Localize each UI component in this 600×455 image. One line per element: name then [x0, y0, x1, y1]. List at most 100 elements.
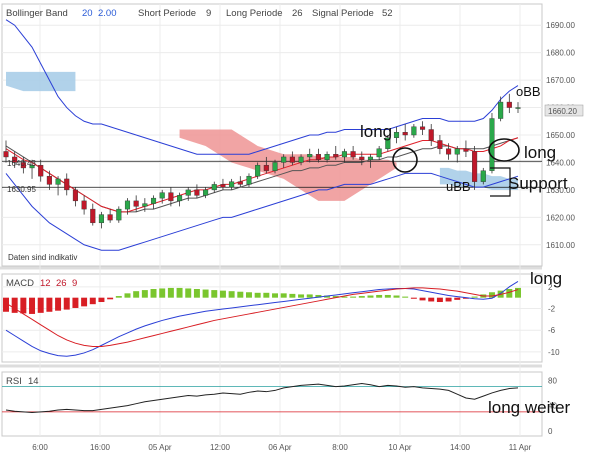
- grid-lines: [2, 4, 542, 436]
- macd-histogram-bar: [176, 287, 183, 298]
- candle-body: [272, 162, 278, 171]
- candle-body: [64, 178, 70, 191]
- candle-body: [177, 195, 183, 202]
- macd-histogram-bar: [350, 296, 357, 298]
- current-price-tag: 1660.20: [548, 107, 577, 116]
- macd-histogram-bar: [37, 297, 44, 313]
- signal-line: [5, 287, 519, 347]
- candle-body: [194, 189, 200, 196]
- macd-histogram-bar: [11, 297, 18, 313]
- x-tick-label: 6:00: [32, 443, 48, 452]
- candle-body: [263, 164, 269, 171]
- macd-label: MACD: [6, 278, 34, 289]
- macd-histogram-bar: [202, 289, 209, 298]
- macd-histogram-bar: [341, 296, 348, 298]
- macd-histogram-bar: [454, 297, 461, 300]
- macd-histogram-bar: [219, 290, 226, 298]
- macd-histogram-bar: [29, 297, 36, 314]
- macd-histogram-bar: [124, 293, 131, 298]
- x-tick-label: 10 Apr: [388, 443, 411, 452]
- candle-body: [38, 164, 44, 177]
- x-tick-label: 8:00: [332, 443, 348, 452]
- candle-body: [437, 140, 443, 149]
- macd-histogram-bar: [436, 297, 443, 303]
- macd-histogram-bar: [506, 289, 513, 298]
- candle-body: [124, 200, 131, 210]
- candle-body: [454, 148, 460, 155]
- x-tick-label: 06 Apr: [268, 443, 291, 452]
- macd-histogram-bar: [98, 297, 105, 303]
- price-tick-label: 1630.00: [546, 186, 575, 195]
- candle-body: [359, 156, 365, 160]
- rsi-tick-label: 0: [548, 427, 553, 436]
- candle-body: [367, 156, 374, 160]
- macd-tick-label: -10: [548, 348, 560, 357]
- macd-histogram-bar: [81, 297, 88, 307]
- candle-body: [98, 214, 105, 224]
- current-price-tag-bg: [544, 104, 584, 117]
- price-tick-label: 1650.00: [546, 131, 575, 140]
- macd-histogram-bar: [63, 297, 70, 310]
- macd-histogram-bar: [263, 292, 270, 298]
- candle-body: [229, 181, 235, 188]
- rsi-tick-label: 40: [548, 402, 557, 411]
- candle-body: [90, 208, 96, 224]
- kumo-bear: [179, 129, 397, 201]
- annotation-long-1: long: [360, 122, 392, 141]
- candle-body: [133, 200, 139, 207]
- annotation-support: Support: [508, 174, 568, 193]
- candle-body: [46, 175, 52, 185]
- macd-histogram-bar: [315, 294, 322, 298]
- horizontal-levels: [2, 160, 542, 188]
- macd-histogram-bar: [306, 294, 313, 298]
- candle-body: [428, 129, 434, 141]
- candle-body: [515, 107, 521, 109]
- macd-histogram-bar: [159, 288, 166, 298]
- long-period-value: 26: [292, 8, 303, 19]
- annotation-long-3: long: [530, 269, 562, 288]
- candle-body: [307, 154, 313, 158]
- macd-histogram-bar: [55, 297, 62, 311]
- macd-histogram-bar: [410, 297, 417, 299]
- macd-line: [5, 280, 519, 357]
- macd-tick-label: -2: [548, 305, 556, 314]
- rsi-param: 14: [28, 376, 39, 387]
- candle-body: [498, 101, 504, 119]
- macd-histogram-bar: [89, 297, 96, 305]
- candle-body: [341, 151, 347, 158]
- price-tick-label: 1610.00: [546, 241, 575, 250]
- annotations: oBB long long uBB Support long long weit…: [360, 84, 571, 417]
- macd-histogram-bar: [384, 294, 391, 298]
- macd-histogram-bar: [428, 297, 435, 302]
- macd-histogram-bar: [488, 292, 495, 298]
- macd-histogram-bar: [462, 297, 469, 299]
- candle-body: [350, 151, 356, 158]
- candle-body: [411, 126, 417, 136]
- macd-histogram-bar: [133, 291, 140, 298]
- candle-body: [333, 154, 339, 158]
- candle-body: [246, 175, 252, 185]
- kumo-bull: [439, 167, 518, 190]
- macd-histogram-bar: [245, 292, 252, 298]
- macd-histogram-bar: [141, 290, 148, 298]
- macd-histogram-bar: [228, 291, 235, 298]
- kumo-bull-left: [6, 71, 76, 92]
- macd-histogram-bar: [324, 295, 331, 298]
- candle-body: [472, 151, 478, 182]
- candle-body: [480, 170, 486, 182]
- annotation-circle-2: [488, 138, 520, 162]
- candle-body: [419, 126, 426, 130]
- price-tick-label: 1620.00: [546, 213, 575, 222]
- rsi-label: RSI: [6, 376, 22, 387]
- signal-period-value: 52: [382, 8, 393, 19]
- macd-histogram-bar: [254, 292, 261, 298]
- macd-histogram-bar: [280, 293, 287, 298]
- candle-body: [12, 156, 18, 163]
- indicator-lines: [5, 19, 519, 251]
- macd-histogram-bar: [367, 295, 374, 298]
- price-tick-label: 1670.00: [546, 76, 575, 85]
- macd-histogram-bar: [193, 289, 200, 298]
- macd-histogram-bar: [237, 291, 244, 298]
- annotation-circle-1: [392, 147, 418, 173]
